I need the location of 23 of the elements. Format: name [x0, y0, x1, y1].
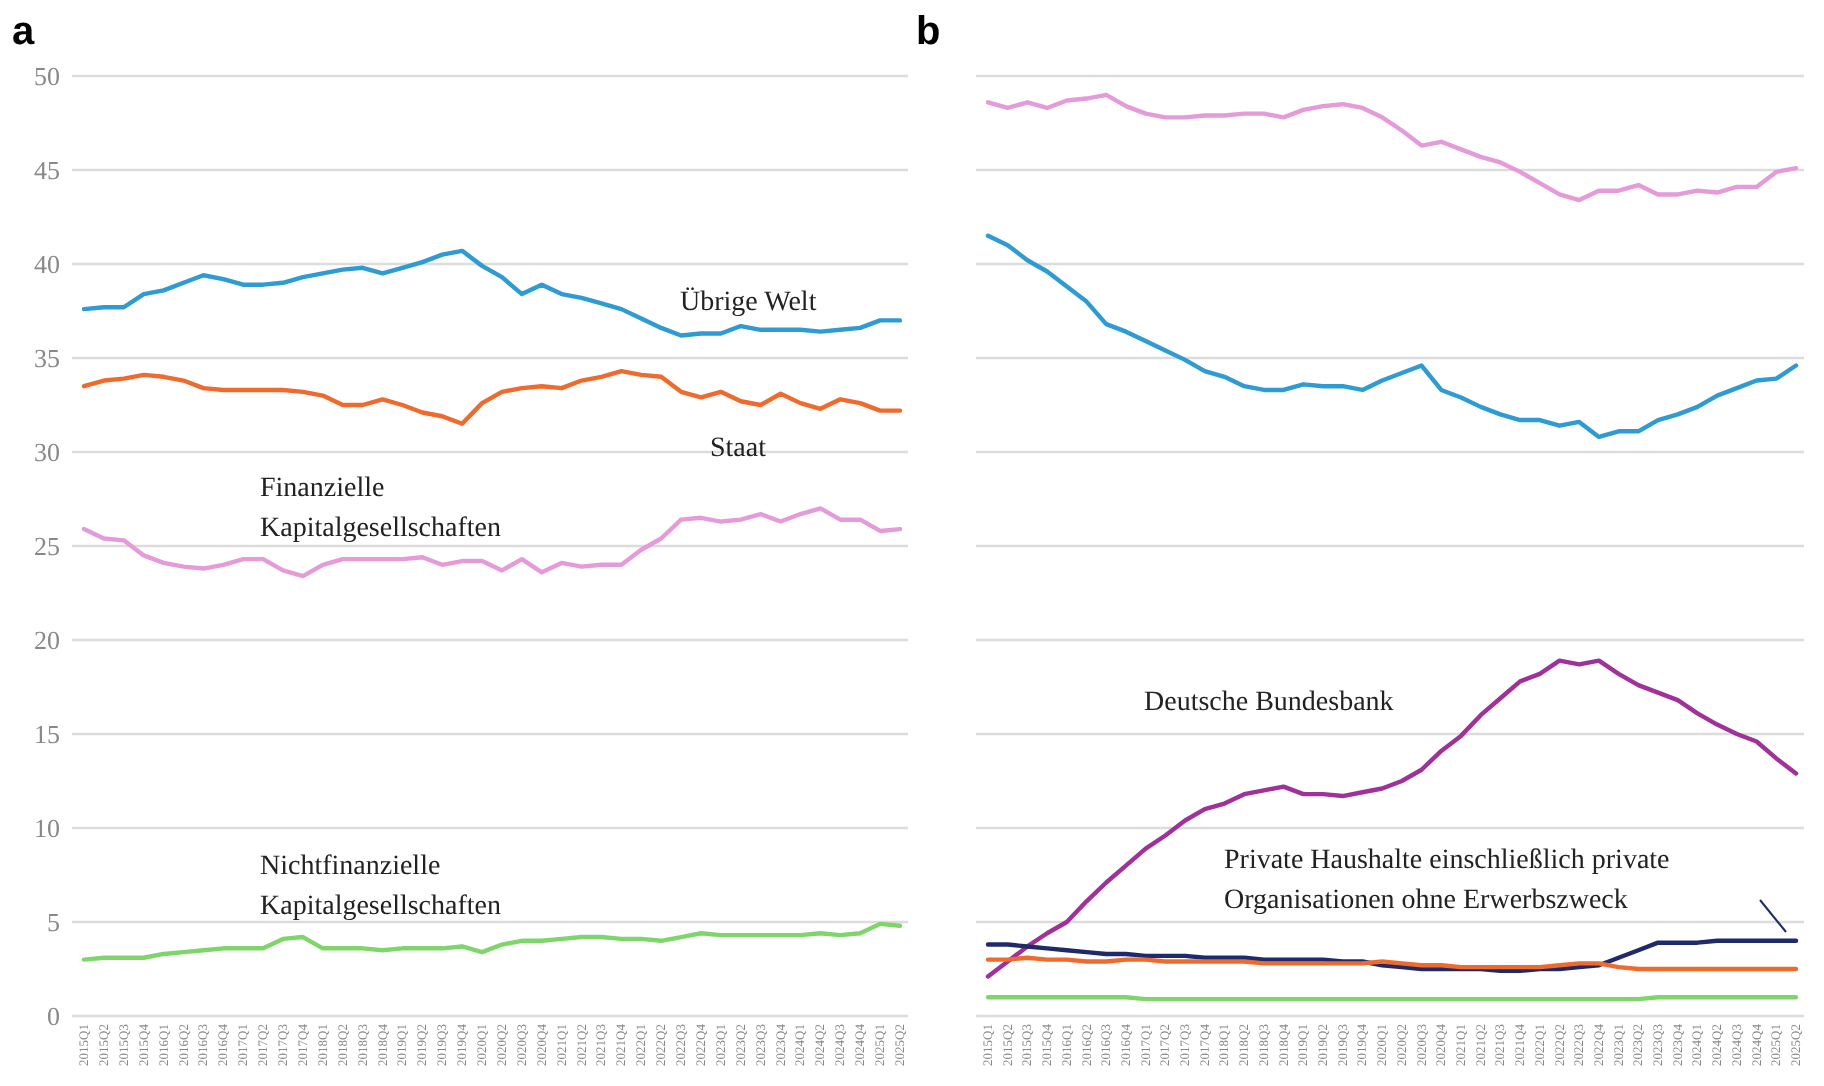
line-series [81, 368, 903, 426]
y-tick-label: 45 [34, 155, 60, 186]
line-series [81, 248, 903, 338]
series-label: Übrige Welt [680, 286, 817, 318]
series-label: Finanzielle Kapitalgesellschaften [260, 474, 502, 544]
chart-title: a [12, 10, 36, 54]
series-label: Staat [710, 434, 767, 464]
series-label: Nichtfinanzielle Kapitalgesellschaften [260, 852, 502, 922]
chart-title: b [916, 10, 941, 54]
y-tick-label: 25 [34, 531, 60, 562]
line-series [81, 506, 903, 579]
y-tick-label: 10 [34, 813, 60, 844]
y-tick-label: 0 [47, 1001, 60, 1032]
y-tick-label: 15 [34, 719, 60, 750]
y-tick-label: 50 [34, 61, 60, 92]
line-series [81, 921, 903, 962]
text: Deutsche Bundesbank [1144, 688, 1394, 718]
y-tick-label: 30 [34, 437, 60, 468]
series-label: Private Haushalte einschließlich private Organisationen ohne Erwerbszweck [1224, 846, 1670, 916]
y-tick-label: 20 [34, 625, 60, 656]
y-tick-label: 35 [34, 343, 60, 374]
y-tick-label: 5 [47, 907, 60, 938]
y-tick-label: 40 [34, 249, 60, 280]
